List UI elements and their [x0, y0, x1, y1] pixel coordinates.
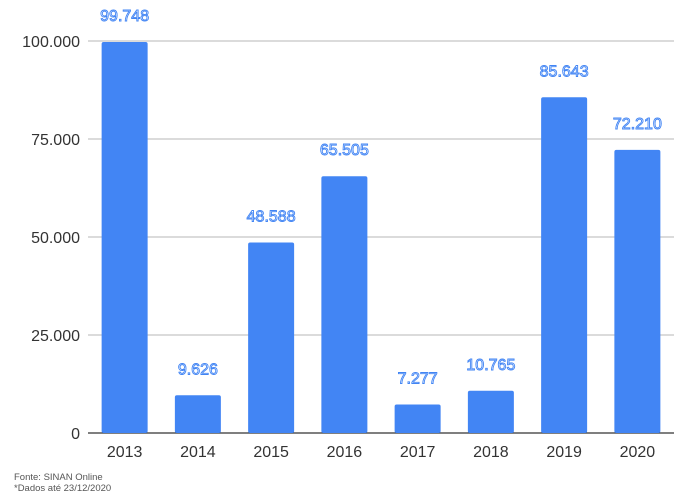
- data-label-2020: 72.210: [613, 116, 662, 133]
- bar-chart: 0 25.000 50.000 75.000 100.000 99.748 9.626 48…: [22, 8, 674, 461]
- y-tick-label: 25.000: [31, 328, 80, 345]
- bar-2020: [614, 149, 661, 433]
- data-label-2017: 7.277: [398, 370, 438, 387]
- source-footnote: Fonte: SINAN Online: [14, 472, 103, 483]
- y-tick-label: 50.000: [31, 230, 80, 247]
- data-label-2018: 10.765: [466, 357, 515, 374]
- bars: [101, 41, 661, 433]
- x-tick-label-2015: 2015: [253, 444, 289, 461]
- x-tick-label-2017: 2017: [400, 444, 436, 461]
- data-label-2013: 99.748: [100, 8, 149, 25]
- y-axis-ticks: 0 25.000 50.000 75.000 100.000: [22, 34, 80, 443]
- x-tick-label-2020: 2020: [620, 444, 656, 461]
- y-tick-label: 100.000: [22, 34, 80, 51]
- y-tick-label: 75.000: [31, 132, 80, 149]
- bar-2013: [101, 41, 148, 433]
- bar-2014: [174, 395, 221, 433]
- x-tick-label-2019: 2019: [546, 444, 582, 461]
- data-label-2016: 65.505: [320, 142, 369, 159]
- bar-2015: [248, 242, 295, 433]
- data-label-2014: 9.626: [178, 361, 218, 378]
- bar-2019: [541, 97, 588, 433]
- x-tick-label-2016: 2016: [327, 444, 363, 461]
- data-labels: 99.748 9.626 48.588 65.505 7.277 10.765 85.643…: [100, 8, 663, 388]
- date-footnote: *Dados até 23/12/2020: [14, 483, 112, 494]
- y-tick-label: 0: [71, 426, 80, 443]
- x-tick-label-2014: 2014: [180, 444, 216, 461]
- bar-2017: [394, 404, 441, 433]
- bar-2018: [467, 390, 514, 433]
- x-axis-ticks: 2013 2014 2015 2016 2017 2018 2019 2020: [107, 444, 655, 461]
- bar-2016: [321, 176, 368, 433]
- data-label-2015: 48.588: [247, 209, 296, 226]
- data-label-2019: 85.643: [540, 63, 589, 80]
- x-tick-label-2013: 2013: [107, 444, 143, 461]
- x-tick-label-2018: 2018: [473, 444, 509, 461]
